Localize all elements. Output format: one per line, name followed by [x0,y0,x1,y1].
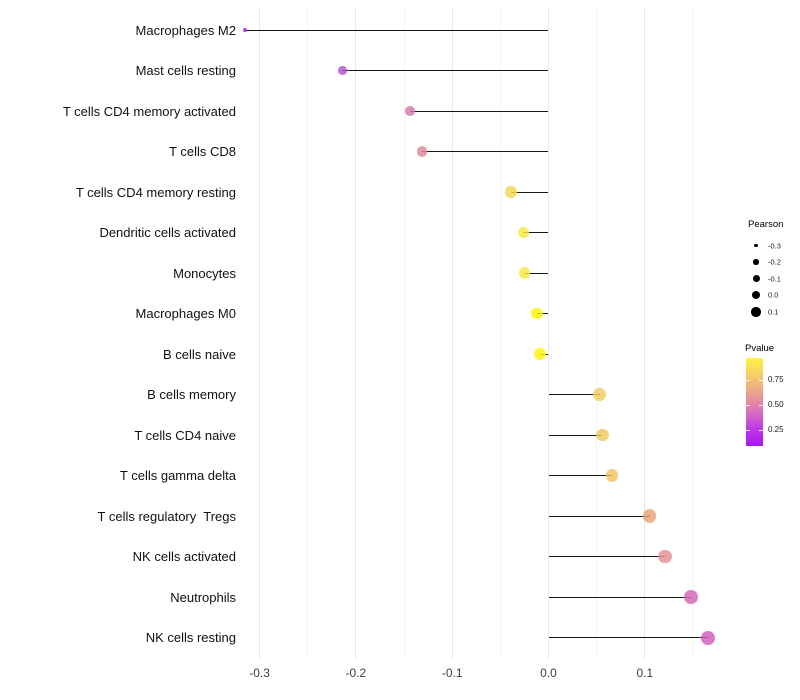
lollipop-dot [593,388,606,401]
x-tick-label: -0.3 [249,666,270,680]
row-label: Neutrophils [170,589,236,605]
x-tick-label: -0.2 [345,666,367,680]
lollipop-line [548,434,603,436]
pvalue-bar-tick [746,430,750,431]
pvalue-bar-tick [759,380,763,381]
lollipop-dot [517,226,530,239]
lollipop-dot [505,186,517,198]
pearson-legend-dot [752,275,760,283]
lollipop-line [548,394,600,395]
pearson-legend-label: -0.3 [768,240,781,250]
pvalue-bar-tick [759,430,763,431]
lollipop-dot [605,469,619,482]
lollipop-line [523,232,549,233]
pearson-legend-dot [753,259,759,265]
lollipop-dot [684,590,698,604]
gridline-minor [499,8,501,658]
gridline-minor [307,8,309,658]
lollipop-dot [642,509,657,523]
lollipop-line [548,637,709,638]
pearson-legend-label: -0.2 [768,257,781,267]
pvalue-legend-title: Pvalue [745,343,775,354]
lollipop-line [422,151,549,152]
pearson-legend-dot [751,307,761,317]
row-label: T cells regulatory Tregs [97,508,236,524]
pearson-legend-label: 0.0 [768,290,779,300]
lollipop-line [548,596,692,598]
lollipop-dot [658,549,672,564]
lollipop-line [342,70,549,71]
x-tick-label: 0.1 [636,666,654,680]
lollipop-line [245,29,549,31]
row-label: T cells CD4 naive [134,427,236,443]
lollipop-line [548,515,650,517]
lollipop-dot [404,106,415,116]
lollipop-dot [338,66,347,75]
pvalue-tick-label: 0.75 [768,375,784,384]
lollipop-dot [531,307,543,320]
pvalue-bar-tick [746,380,750,381]
row-label: Dendritic cells activated [99,225,236,240]
row-label: Monocytes [173,265,236,281]
gridline-major [548,8,549,658]
gridline-minor [692,8,694,658]
row-label: B cells memory [147,387,236,402]
row-label: NK cells resting [145,630,236,645]
row-label: Macrophages M0 [135,306,236,321]
pvalue-bar-tick [746,405,750,406]
gridline-minor [596,8,598,658]
gridline-major [451,8,453,658]
lollipop-dot [417,146,428,157]
x-tick-label: 0.0 [540,666,557,680]
pvalue-gradient-bar [746,358,763,446]
lollipop-line [524,272,549,274]
lollipop-dot [518,267,531,279]
row-label: T cells gamma delta [119,468,236,483]
lollipop-line [548,475,613,476]
lollipop-line [548,556,666,557]
x-tick-label: -0.1 [441,666,463,680]
gridline-major [355,8,357,658]
lollipop-line [510,191,549,193]
pearson-legend-title: Pearson [748,219,784,230]
lollipop-dot [533,348,546,360]
pearson-legend-label: 0.1 [768,307,779,317]
row-label: T cells CD8 [169,144,236,159]
gridline-major [259,8,261,658]
pvalue-tick-label: 0.25 [768,425,784,434]
pearson-legend-dot [754,243,758,248]
row-label: Macrophages M2 [135,22,236,38]
lollipop-dot [243,28,247,32]
lollipop-dot [701,630,716,645]
pvalue-tick-label: 0.50 [768,400,784,409]
row-label: T cells CD4 memory resting [75,184,236,200]
row-label: B cells naive [163,346,236,362]
row-label: NK cells activated [132,549,236,564]
gridline-minor [403,8,405,658]
row-label: T cells CD4 memory activated [62,103,236,119]
lollipop-line [409,110,549,112]
pearson-legend-label: -0.1 [768,273,781,283]
row-label: Mast cells resting [135,63,236,78]
lollipop-dot [596,428,609,442]
gridline-major [644,8,646,658]
pvalue-bar-tick [759,405,763,406]
pearson-legend-dot [751,291,761,300]
